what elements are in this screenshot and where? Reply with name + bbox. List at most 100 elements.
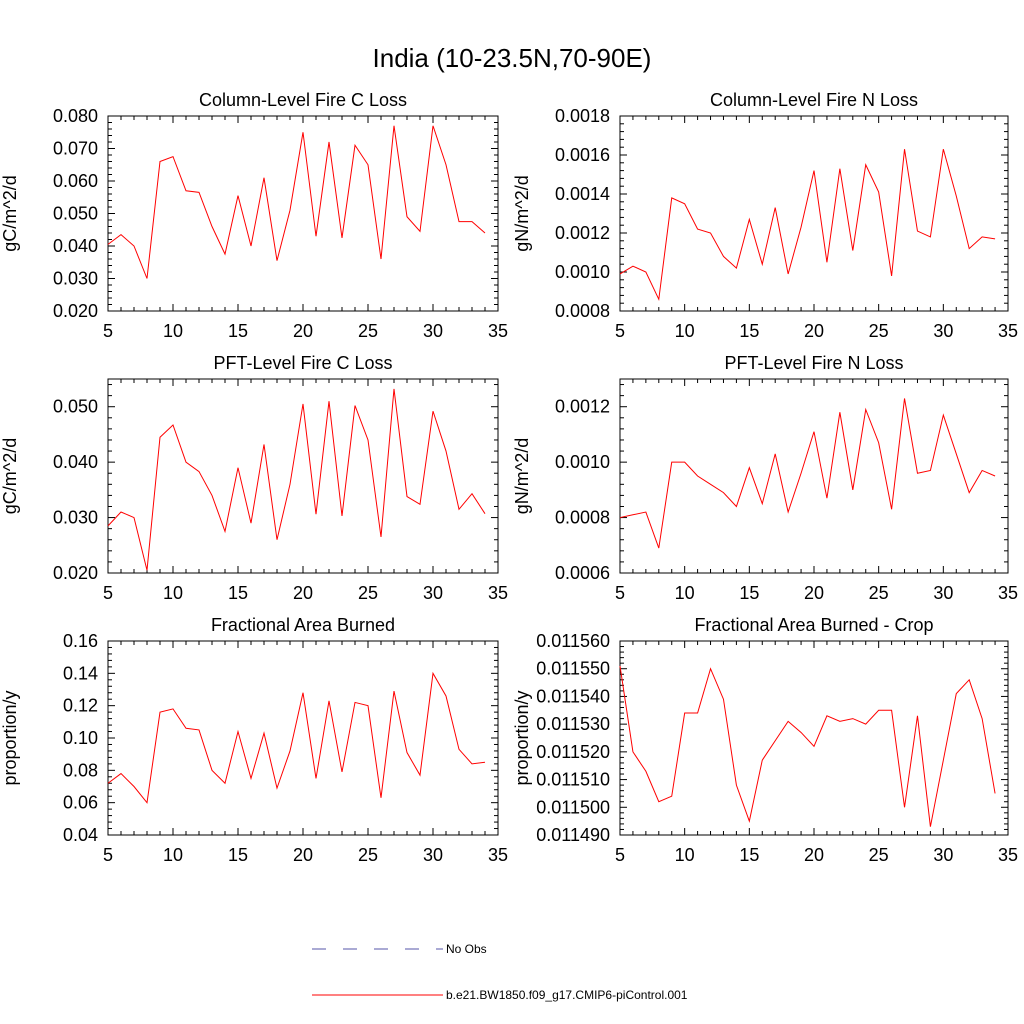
plot-frame xyxy=(619,115,1009,312)
y-tick-label: 0.060 xyxy=(53,171,98,191)
y-tick-label: 0.0012 xyxy=(555,397,610,417)
series-line xyxy=(619,665,996,827)
y-tick-label: 0.16 xyxy=(63,631,98,651)
x-tick-label: 30 xyxy=(933,845,953,865)
y-tick-label: 0.0016 xyxy=(555,145,610,165)
y-tick-label: 0.040 xyxy=(53,236,98,256)
x-tick-label: 10 xyxy=(675,583,695,603)
panel-title: PFT-Level Fire C Loss xyxy=(213,353,392,373)
panels: 5 10 15 20 25 30 35 0.020 0.030 0.040 0.050 0.060 0.… xyxy=(0,90,1018,865)
x-tick-label: 20 xyxy=(293,321,313,341)
legend-label-no-obs: No Obs xyxy=(446,942,487,956)
y-tick-label: 0.011550 xyxy=(536,659,610,679)
chart-panel-1: 5 10 15 20 25 30 35 0.020 0.030 0.040 0.050 0.060 0.… xyxy=(0,90,508,341)
x-tick-label: 25 xyxy=(358,321,378,341)
y-tick-label: 0.020 xyxy=(53,301,98,321)
x-tick-label: 30 xyxy=(423,321,443,341)
y-tick-label: 0.14 xyxy=(63,663,98,683)
series-line xyxy=(619,398,996,549)
chart-panel-4: 5 10 15 20 25 30 35 0.0006 0.0008 0.0010 0.0012 PFT… xyxy=(512,353,1018,603)
x-tick-label: 5 xyxy=(103,845,113,865)
y-tick-label: 0.10 xyxy=(63,728,98,748)
chart-panel-5: 5 10 15 20 25 30 35 0.04 0.06 0.08 0.10 0.12 0.14 0.1… xyxy=(0,615,508,865)
y-tick-label: 0.050 xyxy=(53,397,98,417)
x-tick-label: 15 xyxy=(228,583,248,603)
x-tick-label: 5 xyxy=(615,321,625,341)
chart-panel-6: 5 10 15 20 25 30 35 0.011490 0.011500 0.011510 0.0… xyxy=(512,615,1018,865)
y-tick-label: 0.011510 xyxy=(536,770,610,790)
y-tick-label: 0.011540 xyxy=(536,686,610,706)
x-tick-label: 20 xyxy=(804,583,824,603)
plot-frame xyxy=(619,640,1009,836)
x-tick-label: 10 xyxy=(163,583,183,603)
y-tick-label: 0.0010 xyxy=(555,262,610,282)
plot-frame xyxy=(107,640,499,836)
y-tick-label: 0.0014 xyxy=(555,184,610,204)
panel-title: Column-Level Fire C Loss xyxy=(199,90,407,110)
x-tick-label: 5 xyxy=(615,583,625,603)
x-tick-label: 20 xyxy=(293,583,313,603)
y-tick-label: 0.0008 xyxy=(555,301,610,321)
y-tick-label: 0.06 xyxy=(63,793,98,813)
x-tick-label: 35 xyxy=(998,583,1018,603)
y-tick-label: 0.050 xyxy=(53,204,98,224)
x-tick-label: 10 xyxy=(675,321,695,341)
x-tick-label: 5 xyxy=(615,845,625,865)
y-tick-label: 0.070 xyxy=(53,139,98,159)
x-tick-label: 20 xyxy=(804,845,824,865)
x-tick-label: 15 xyxy=(228,321,248,341)
x-tick-label: 30 xyxy=(423,845,443,865)
x-tick-label: 20 xyxy=(293,845,313,865)
series-line xyxy=(107,388,486,571)
figure-title: India (10-23.5N,70-90E) xyxy=(373,43,652,73)
x-tick-label: 35 xyxy=(488,845,508,865)
y-tick-label: 0.020 xyxy=(53,563,98,583)
x-tick-label: 25 xyxy=(869,321,889,341)
series-line xyxy=(619,149,996,302)
y-tick-label: 0.0008 xyxy=(555,508,610,528)
y-tick-label: 0.011490 xyxy=(536,825,610,845)
x-tick-label: 10 xyxy=(163,845,183,865)
panel-title: Column-Level Fire N Loss xyxy=(710,90,918,110)
x-tick-label: 15 xyxy=(228,845,248,865)
y-axis-label: proportion/y xyxy=(512,690,532,785)
y-tick-label: 0.030 xyxy=(53,508,98,528)
x-tick-label: 35 xyxy=(998,321,1018,341)
x-tick-label: 15 xyxy=(739,845,759,865)
x-tick-label: 30 xyxy=(423,583,443,603)
y-tick-label: 0.0018 xyxy=(555,106,610,126)
legend-label-model: b.e21.BW1850.f09_g17.CMIP6-piControl.001 xyxy=(446,988,688,1002)
y-axis-label: gC/m^2/d xyxy=(0,175,20,251)
series-line xyxy=(107,671,486,804)
x-tick-label: 35 xyxy=(998,845,1018,865)
x-tick-label: 30 xyxy=(933,321,953,341)
x-tick-label: 10 xyxy=(163,321,183,341)
x-tick-label: 25 xyxy=(869,583,889,603)
series-line xyxy=(107,125,486,279)
y-tick-label: 0.12 xyxy=(63,696,98,716)
x-tick-label: 25 xyxy=(869,845,889,865)
panel-title: Fractional Area Burned - Crop xyxy=(694,615,933,635)
y-tick-label: 0.011500 xyxy=(536,797,610,817)
panel-title: PFT-Level Fire N Loss xyxy=(724,353,903,373)
y-tick-label: 0.040 xyxy=(53,452,98,472)
y-axis-label: gN/m^2/d xyxy=(512,438,532,514)
y-tick-label: 0.080 xyxy=(53,106,98,126)
y-tick-label: 0.0012 xyxy=(555,223,610,243)
x-tick-label: 20 xyxy=(804,321,824,341)
chart-panel-2: 5 10 15 20 25 30 35 0.0008 0.0010 0.0012 0.0014 0.0… xyxy=(512,90,1018,341)
x-tick-label: 5 xyxy=(103,583,113,603)
panel-title: Fractional Area Burned xyxy=(211,615,395,635)
y-axis-label: proportion/y xyxy=(0,690,20,785)
y-tick-label: 0.0006 xyxy=(555,563,610,583)
y-tick-label: 0.08 xyxy=(63,760,98,780)
plot-frame xyxy=(619,378,1009,574)
x-tick-label: 25 xyxy=(358,583,378,603)
x-tick-label: 35 xyxy=(488,321,508,341)
y-axis-label: gC/m^2/d xyxy=(0,438,20,514)
y-tick-label: 0.011530 xyxy=(536,714,610,734)
y-axis-label: gN/m^2/d xyxy=(512,175,532,251)
x-tick-label: 5 xyxy=(103,321,113,341)
x-tick-label: 25 xyxy=(358,845,378,865)
